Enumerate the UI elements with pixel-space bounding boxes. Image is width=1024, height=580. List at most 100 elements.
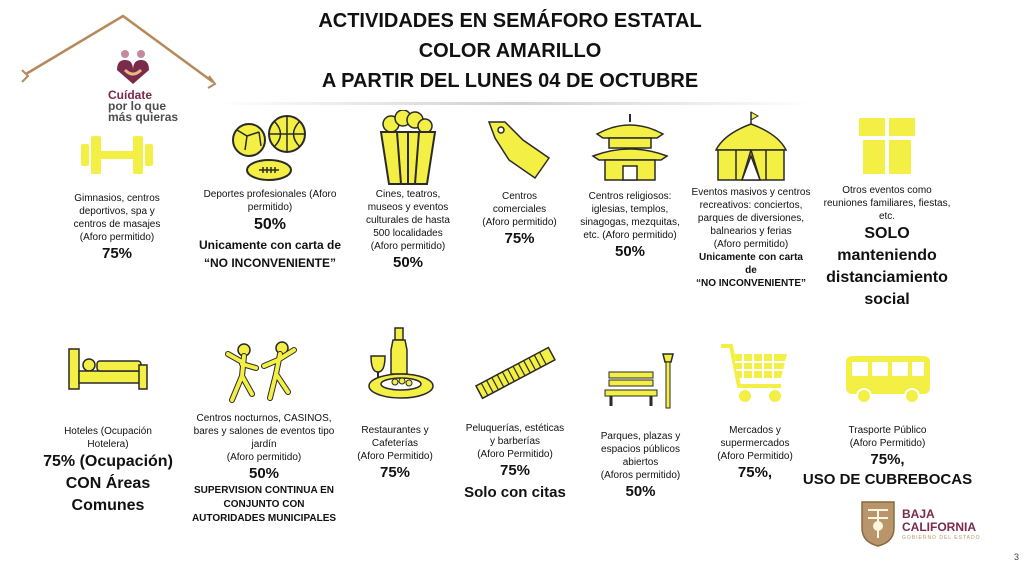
- transport-desc-1: Trasporte Público: [848, 425, 927, 436]
- state-seal-icon: [861, 501, 895, 547]
- activity-parks: Parques, plazas y espacios públicos abie…: [578, 348, 703, 502]
- barbershops-desc-3: (Aforo Permitido): [477, 449, 553, 460]
- cinemas-desc-3: culturales de hasta: [366, 215, 450, 226]
- malls-desc-3: (Aforo permitido): [482, 217, 557, 228]
- malls-desc-2: comerciales: [492, 204, 547, 215]
- bed-icon: [68, 348, 148, 390]
- mass-events-note-3: “NO INCONVENIENTE”: [695, 278, 806, 289]
- logo-line-1: Cuídate: [108, 88, 153, 102]
- barbershops-desc-2: y barberías: [489, 436, 541, 447]
- cinemas-desc-2: museos y eventos: [367, 202, 449, 213]
- bus-icon: [845, 356, 930, 404]
- hotels-desc-1: Hoteles (Ocupación: [64, 426, 152, 437]
- page-number: 3: [1014, 552, 1020, 562]
- activity-malls: Centros comerciales (Aforo permitido) 75…: [462, 112, 577, 249]
- title-line-2: COLOR AMARILLO: [418, 40, 602, 62]
- logo-line-3: más quieras: [108, 110, 179, 124]
- sports-note-2: “NO INCONVENIENTE”: [203, 256, 336, 270]
- hotels-desc-2: Hotelera): [87, 439, 129, 450]
- house-roof-icon: [21, 14, 217, 89]
- mass-events-desc-4: balnearios y ferias: [710, 226, 792, 237]
- title-line-1: ACTIVIDADES EN SEMÁFORO ESTATAL: [318, 10, 702, 32]
- sports-desc-1: Deportes profesionales (Aforo: [203, 189, 337, 200]
- activity-public-transport: Trasporte Público (Aforo Permitido) 75%,…: [800, 352, 975, 490]
- popcorn-icon: [379, 110, 437, 185]
- cinemas-desc-4: 500 localidades: [373, 228, 443, 239]
- activity-restaurants: Restaurantes y Cafeterías (Aforo Permiti…: [340, 326, 450, 483]
- parks-desc-3: abiertos: [622, 457, 659, 468]
- markets-desc-2: supermercados: [720, 438, 790, 449]
- nightclubs-desc-1: Centros nocturnos, CASINOS,: [196, 413, 332, 424]
- title-line-3: A PARTIR DEL LUNES 04 DE OCTUBRE: [321, 70, 699, 92]
- barbershops-desc-1: Peluquerías, estéticas: [465, 423, 565, 434]
- other-events-desc-3: etc.: [878, 211, 896, 222]
- logo-text: Cuídate por lo que más quieras: [108, 88, 198, 124]
- other-events-value-3: distanciamiento: [826, 269, 948, 286]
- nightclubs-note-3: AUTORIDADES MUNICIPALES: [191, 513, 337, 524]
- state-name-line-2: CALIFORNIA: [902, 520, 976, 534]
- religious-capacity: 50%: [614, 243, 646, 260]
- mass-events-desc-3: parques de diversiones,: [697, 213, 805, 224]
- other-events-value-2: manteniendo: [837, 247, 937, 264]
- mass-events-note-1: Unicamente con carta: [699, 252, 803, 263]
- activity-nightclubs: Centros nocturnos, CASINOS, bares y salo…: [180, 340, 348, 526]
- parks-desc-1: Parques, plazas y: [600, 431, 681, 442]
- religious-desc-1: Centros religiosos:: [588, 191, 672, 202]
- logo-line-2: por lo que: [108, 99, 166, 113]
- page-title: ACTIVIDADES EN SEMÁFORO ESTATAL COLOR AM…: [250, 6, 770, 96]
- other-events-value-4: social: [864, 291, 910, 308]
- malls-capacity: 75%: [504, 230, 535, 247]
- mass-events-desc-1: Eventos masivos y centros: [691, 187, 811, 198]
- activity-barbershops: Peluquerías, estéticas y barberías (Afor…: [450, 340, 580, 503]
- state-name-line-1: BAJA: [902, 507, 935, 521]
- cinemas-desc-5: (Aforo permitido): [370, 241, 446, 252]
- activity-religious: Centros religiosos: iglesias, templos, s…: [565, 112, 695, 262]
- park-bench-icon: [604, 353, 674, 409]
- sports-desc-2: permitido): [247, 202, 293, 213]
- other-events-desc-1: Otros eventos como: [842, 185, 932, 196]
- parks-desc-2: espacios públicos: [601, 444, 680, 455]
- religious-desc-2: iglesias, templos,: [591, 204, 669, 215]
- barbershops-condition: Solo con citas: [464, 484, 566, 501]
- barbershops-capacity: 75%: [499, 462, 531, 479]
- nightclubs-note-2: CONJUNTO CON: [223, 499, 305, 510]
- religious-desc-4: etc. (Aforo permitido): [583, 230, 677, 241]
- nightclubs-capacity: 50%: [248, 465, 280, 482]
- mass-events-desc-5: (Aforo permitido): [713, 239, 789, 250]
- parks-capacity: 50%: [625, 483, 656, 500]
- restaurants-desc-1: Restaurantes y: [361, 425, 429, 436]
- state-name: BAJA CALIFORNIA: [902, 508, 976, 534]
- sports-balls-icon: [232, 115, 306, 181]
- gyms-desc-1: Gimnasios, centros: [74, 193, 160, 204]
- gyms-desc-4: (Aforo permitido): [79, 232, 155, 243]
- header: ACTIVIDADES EN SEMÁFORO ESTATAL COLOR AM…: [0, 0, 1024, 110]
- restaurants-capacity: 75%: [379, 464, 411, 481]
- hotels-value-1: 75% (Ocupación): [43, 453, 173, 470]
- dumbbell-icon: [81, 136, 153, 174]
- dancing-people-icon: [225, 341, 297, 403]
- religious-desc-3: sinagogas, mezquitas,: [580, 217, 680, 228]
- restaurant-dish-icon: [368, 327, 434, 399]
- mass-events-desc-2: recreativos: conciertos,: [699, 200, 803, 211]
- activity-hotels: Hoteles (Ocupación Hotelera) 75% (Ocupac…: [38, 345, 178, 517]
- circus-tent-icon: [714, 111, 788, 181]
- markets-capacity: 75%,: [737, 464, 773, 481]
- gift-box-icon: [859, 118, 915, 174]
- cinemas-desc-1: Cines, teatros,: [375, 189, 441, 200]
- state-subtitle: GOBIERNO DEL ESTADO: [902, 535, 981, 541]
- sports-note-1: Unicamente con carta de: [198, 238, 342, 252]
- restaurants-desc-2: Cafeterías: [371, 438, 419, 449]
- transport-capacity: 75%,: [870, 451, 905, 468]
- mass-events-note-2: de: [745, 265, 757, 276]
- other-events-value-1: SOLO: [864, 225, 910, 242]
- sports-capacity: 50%: [253, 216, 287, 233]
- cuidate-logo: Cuídate por lo que más quieras: [18, 12, 218, 127]
- family-heart-house-icon: [117, 50, 149, 84]
- nightclubs-note-1: SUPERVISION CONTINUA EN: [193, 485, 335, 496]
- hotels-value-2: CON Áreas: [65, 475, 151, 492]
- price-tag-icon: [487, 121, 550, 180]
- gyms-desc-3: centros de masajes: [73, 219, 161, 230]
- restaurants-desc-3: (Aforo Permitido): [357, 451, 433, 462]
- markets-desc-1: Mercados y: [729, 425, 781, 436]
- malls-desc-1: Centros: [501, 191, 537, 202]
